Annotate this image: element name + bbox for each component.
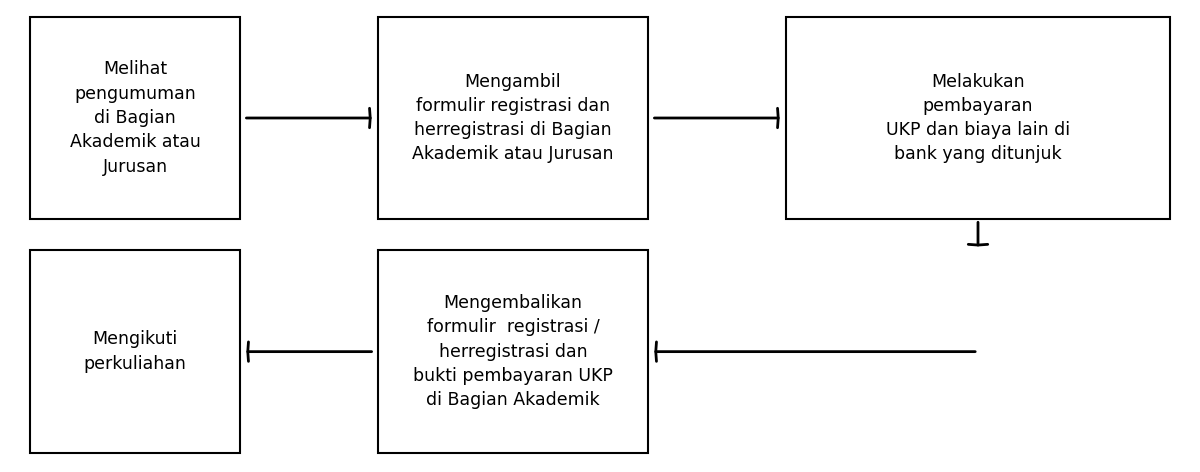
Bar — [30, 250, 240, 453]
Text: Mengambil
formulir registrasi dan
herregistrasi di Bagian
Akademik atau Jurusan: Mengambil formulir registrasi dan herreg… — [413, 73, 613, 163]
Bar — [378, 250, 648, 453]
Bar — [786, 17, 1170, 219]
Text: Mengembalikan
formulir  registrasi /
herregistrasi dan
bukti pembayaran UKP
di B: Mengembalikan formulir registrasi / herr… — [413, 294, 613, 409]
Bar — [30, 17, 240, 219]
Text: Melihat
pengumuman
di Bagian
Akademik atau
Jurusan: Melihat pengumuman di Bagian Akademik at… — [70, 60, 200, 176]
Text: Melakukan
pembayaran
UKP dan biaya lain di
bank yang ditunjuk: Melakukan pembayaran UKP dan biaya lain … — [886, 73, 1070, 163]
Text: Mengikuti
perkuliahan: Mengikuti perkuliahan — [84, 330, 186, 373]
Bar — [378, 17, 648, 219]
